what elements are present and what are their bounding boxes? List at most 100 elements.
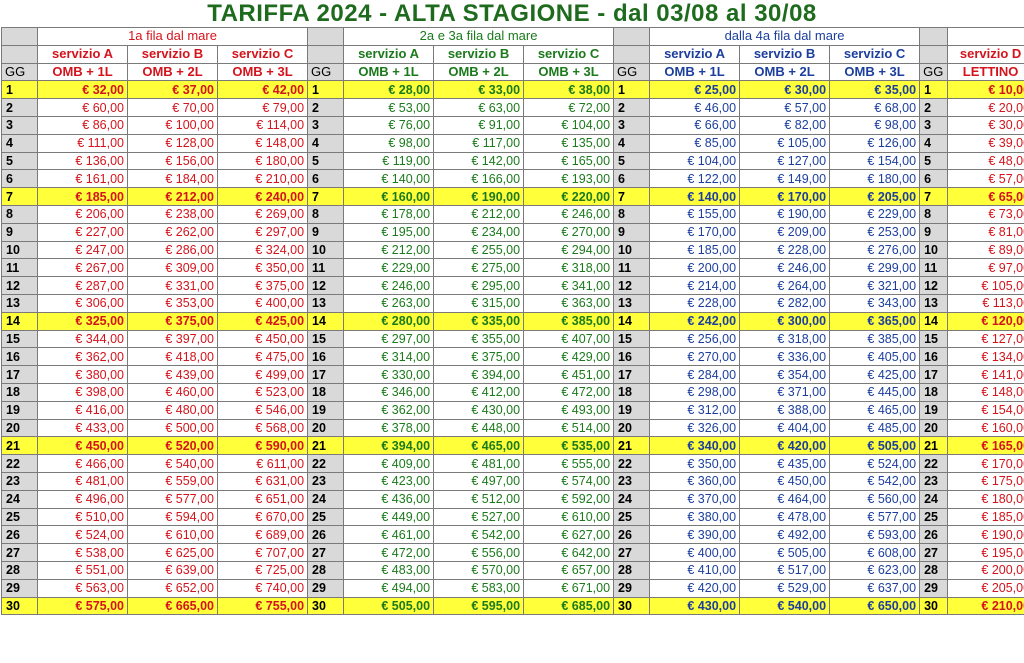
day-cell: 8 (1, 204, 38, 224)
price-cell: € 390,00 (649, 525, 741, 545)
header-blank-cell (919, 44, 949, 64)
price-cell: € 306,00 (37, 293, 128, 313)
day-cell: 19 (1, 400, 38, 420)
price-cell: € 560,00 (829, 489, 921, 509)
day-cell: 15 (613, 329, 651, 349)
price-cell: € 227,00 (37, 222, 128, 242)
price-cell: € 523,00 (216, 382, 309, 402)
price-cell: € 280,00 (343, 311, 435, 331)
price-cell: € 46,00 (649, 98, 741, 117)
price-cell: € 42,00 (216, 80, 309, 100)
price-cell: € 276,00 (829, 240, 921, 260)
day-cell: 29 (307, 578, 345, 598)
day-cell: 10 (1, 240, 38, 260)
day-cell: 27 (919, 543, 949, 562)
price-cell: € 652,00 (127, 578, 218, 598)
day-cell: 16 (1, 347, 38, 367)
price-cell: € 287,00 (37, 276, 128, 295)
price-cell: € 725,00 (216, 560, 309, 580)
day-cell: 9 (613, 222, 651, 242)
price-cell: € 155,00 (649, 204, 741, 224)
price-cell: € 149,00 (739, 169, 831, 189)
price-cell: € 510,00 (37, 507, 128, 527)
day-cell: 16 (919, 347, 949, 367)
price-cell: € 535,00 (523, 436, 615, 456)
price-cell: € 263,00 (343, 293, 435, 313)
header-blank-cell (307, 27, 345, 46)
price-cell: € 267,00 (37, 258, 128, 278)
price-cell: € 184,00 (127, 169, 218, 189)
price-cell: € 141,00 (947, 365, 1024, 384)
day-cell: 27 (307, 543, 345, 562)
price-cell: € 481,00 (37, 471, 128, 491)
price-cell: € 388,00 (739, 400, 831, 420)
day-cell: 23 (919, 471, 949, 491)
price-cell: € 205,00 (947, 578, 1024, 598)
day-cell: 20 (613, 418, 651, 438)
price-cell: € 448,00 (433, 418, 525, 438)
day-cell: 6 (307, 169, 345, 189)
price-cell: € 234,00 (433, 222, 525, 242)
day-cell: 19 (919, 400, 949, 420)
price-cell: € 400,00 (649, 543, 741, 562)
price-cell: € 284,00 (649, 365, 741, 384)
price-cell: € 39,00 (947, 133, 1024, 153)
day-cell: 30 (919, 596, 949, 616)
price-cell: € 394,00 (433, 365, 525, 384)
price-cell: € 114,00 (216, 115, 309, 135)
price-cell: € 255,00 (433, 240, 525, 260)
day-cell: 21 (613, 436, 651, 456)
day-cell: 22 (1, 454, 38, 473)
service-label: servizio A (649, 44, 741, 64)
day-cell: 4 (1, 133, 38, 153)
price-cell: € 472,00 (343, 543, 435, 562)
day-cell: 8 (613, 204, 651, 224)
price-cell: € 363,00 (523, 293, 615, 313)
table-row: 28 € 551,00 € 639,00 € 725,00 28 € 483,00 € 57… (1, 560, 1024, 580)
day-cell: 6 (919, 169, 949, 189)
price-cell: € 105,00 (947, 276, 1024, 295)
price-cell: € 360,00 (649, 471, 741, 491)
table-row: 20 € 433,00 € 500,00 € 568,00 20 € 378,00 € 44… (1, 418, 1024, 438)
price-cell: € 81,00 (947, 222, 1024, 242)
price-cell: € 365,00 (829, 311, 921, 331)
price-cell: € 185,00 (649, 240, 741, 260)
header-blank-cell (919, 27, 949, 46)
day-column-header: GG (1, 62, 38, 82)
price-cell: € 625,00 (127, 543, 218, 562)
price-cell: € 70,00 (127, 98, 218, 117)
price-cell: € 154,00 (829, 151, 921, 171)
price-cell: € 190,00 (739, 204, 831, 224)
price-cell: € 425,00 (829, 365, 921, 384)
service-label: servizio A (37, 44, 128, 64)
day-cell: 19 (613, 400, 651, 420)
day-column-header: GG (613, 62, 651, 82)
day-cell: 4 (919, 133, 949, 153)
day-cell: 24 (613, 489, 651, 509)
price-cell: € 57,00 (739, 98, 831, 117)
price-cell: € 200,00 (947, 560, 1024, 580)
price-cell: € 140,00 (343, 169, 435, 189)
day-cell: 6 (613, 169, 651, 189)
price-cell: € 299,00 (829, 258, 921, 278)
group-label-lettino (947, 27, 1024, 46)
day-cell: 11 (919, 258, 949, 278)
price-cell: € 297,00 (343, 329, 435, 349)
price-cell: € 193,00 (523, 169, 615, 189)
price-cell: € 410,00 (649, 560, 741, 580)
price-cell: € 538,00 (37, 543, 128, 562)
day-cell: 21 (919, 436, 949, 456)
price-cell: € 142,00 (433, 151, 525, 171)
day-cell: 11 (613, 258, 651, 278)
price-cell: € 330,00 (343, 365, 435, 384)
price-cell: € 214,00 (649, 276, 741, 295)
price-cell: € 593,00 (829, 525, 921, 545)
price-cell: € 639,00 (127, 560, 218, 580)
day-cell: 23 (613, 471, 651, 491)
price-cell: € 570,00 (433, 560, 525, 580)
day-cell: 10 (307, 240, 345, 260)
price-cell: € 546,00 (216, 400, 309, 420)
day-cell: 20 (307, 418, 345, 438)
price-cell: € 33,00 (433, 80, 525, 100)
price-cell: € 497,00 (433, 471, 525, 491)
